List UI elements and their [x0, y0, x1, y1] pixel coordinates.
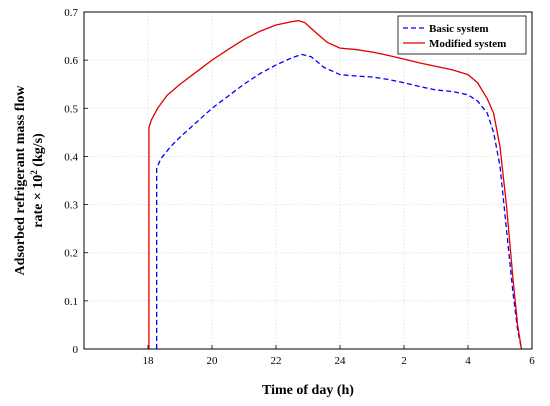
x-tick-label: 6	[529, 355, 535, 367]
y-tick-label: 0.6	[64, 55, 78, 67]
x-tick-label: 2	[401, 355, 407, 367]
series-lines	[148, 20, 523, 350]
y-tick-label: 0.5	[64, 103, 78, 115]
y-axis-title: Adsorbed refrigerant mass flow rate × 10…	[13, 85, 46, 276]
grid	[84, 11, 533, 350]
y-tick-label: 0.2	[64, 248, 78, 260]
y-axis-title-line1: Adsorbed refrigerant mass flow	[13, 85, 28, 276]
y-axis-title-superscript: 2	[29, 170, 39, 175]
legend: Basic system Modified system	[397, 15, 527, 55]
series-line-basic-system	[155, 53, 523, 350]
y-tick-label: 0.7	[64, 7, 78, 19]
x-tick-label: 18	[143, 355, 155, 367]
legend-label-modified-system: Modified system	[429, 38, 506, 50]
axis-ticks: 18 20 22 24 2 4 600.10.20.30.40.50.60.7	[64, 7, 535, 367]
plot-frame	[83, 11, 533, 350]
y-tick-label: 0	[73, 344, 79, 356]
series-line-modified-system	[148, 20, 523, 350]
y-tick-label: 0.3	[64, 200, 78, 212]
x-tick-label: 22	[271, 355, 282, 367]
y-tick-label: 0.1	[64, 296, 78, 308]
x-tick-label: 20	[207, 355, 219, 367]
y-axis-title-line2: rate × 102 (kg/s)	[29, 133, 46, 228]
y-tick-label: 0.4	[64, 151, 78, 163]
x-tick-label: 4	[465, 355, 471, 367]
y-axis-title-prefix: rate × 10	[31, 175, 46, 228]
x-axis-title: Time of day (h)	[262, 383, 354, 398]
x-tick-label: 24	[335, 355, 347, 367]
y-axis-title-suffix: (kg/s)	[31, 133, 46, 170]
legend-label-basic-system: Basic system	[429, 23, 489, 35]
legend-box	[397, 15, 527, 55]
